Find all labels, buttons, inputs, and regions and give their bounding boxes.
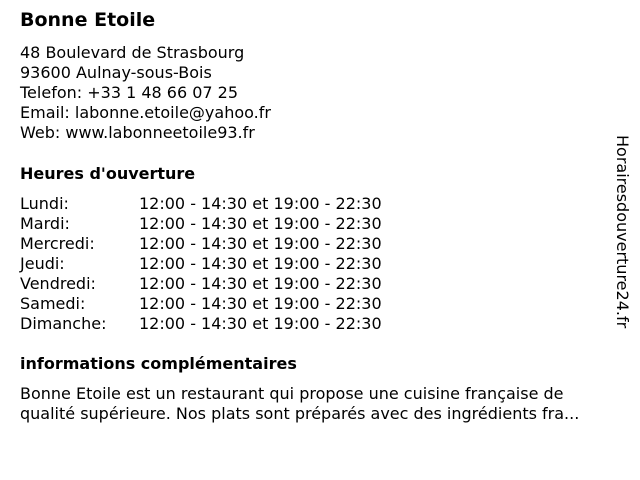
table-row: Samedi: 12:00 - 14:30 et 19:00 - 22:30 [20, 294, 382, 314]
time: 12:00 - 14:30 et 19:00 - 22:30 [139, 314, 382, 333]
table-row: Mercredi: 12:00 - 14:30 et 19:00 - 22:30 [20, 234, 382, 254]
day: Lundi: [20, 194, 69, 213]
site-watermark: Horairesdouverture24.fr [613, 135, 632, 329]
website: Web: www.labonneetoile93.fr [20, 123, 255, 142]
day: Jeudi: [20, 254, 65, 273]
table-row: Vendredi: 12:00 - 14:30 et 19:00 - 22:30 [20, 274, 382, 294]
hours-heading: Heures d'ouverture [20, 164, 196, 183]
address-block: 48 Boulevard de Strasbourg 93600 Aulnay-… [20, 43, 271, 143]
day: Mercredi: [20, 234, 95, 253]
table-row: Dimanche: 12:00 - 14:30 et 19:00 - 22:30 [20, 314, 382, 334]
table-row: Mardi: 12:00 - 14:30 et 19:00 - 22:30 [20, 214, 382, 234]
info-text: Bonne Etoile est un restaurant qui propo… [20, 384, 579, 424]
time: 12:00 - 14:30 et 19:00 - 22:30 [139, 254, 382, 273]
street: 48 Boulevard de Strasbourg [20, 43, 245, 62]
info-heading: informations complémentaires [20, 354, 297, 373]
time: 12:00 - 14:30 et 19:00 - 22:30 [139, 274, 382, 293]
table-row: Jeudi: 12:00 - 14:30 et 19:00 - 22:30 [20, 254, 382, 274]
page-title: Bonne Etoile [20, 9, 156, 31]
time: 12:00 - 14:30 et 19:00 - 22:30 [139, 194, 382, 213]
time: 12:00 - 14:30 et 19:00 - 22:30 [139, 214, 382, 233]
day: Samedi: [20, 294, 86, 313]
email: Email: labonne.etoile@yahoo.fr [20, 103, 271, 122]
table-row: Lundi: 12:00 - 14:30 et 19:00 - 22:30 [20, 194, 382, 214]
info-line: qualité supérieure. Nos plats sont prépa… [20, 404, 580, 423]
day: Vendredi: [20, 274, 96, 293]
city: 93600 Aulnay-sous-Bois [20, 63, 212, 82]
time: 12:00 - 14:30 et 19:00 - 22:30 [139, 234, 382, 253]
time: 12:00 - 14:30 et 19:00 - 22:30 [139, 294, 382, 313]
day: Dimanche: [20, 314, 107, 333]
phone: Telefon: +33 1 48 66 07 25 [20, 83, 239, 102]
day: Mardi: [20, 214, 70, 233]
hours-table: Lundi: 12:00 - 14:30 et 19:00 - 22:30 Mar… [20, 194, 382, 334]
info-line: Bonne Etoile est un restaurant qui propo… [20, 384, 564, 403]
